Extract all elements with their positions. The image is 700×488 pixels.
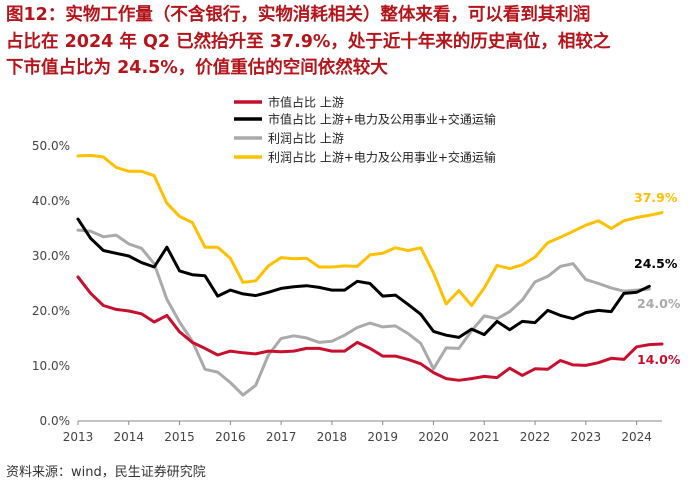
x-tick-label: 2013 <box>63 430 94 444</box>
chart-title-line-1: 图12：实物工作量（不含银行，实物消耗相关）整体来看，可以看到其利润 <box>6 5 591 25</box>
x-tick-label: 2014 <box>114 430 145 444</box>
series-line-black <box>76 217 651 339</box>
series-line-red <box>76 275 664 382</box>
end-label-black: 24.5% <box>634 256 678 271</box>
y-tick-label: 10.0% <box>32 359 70 373</box>
chart-title-line-2: 占比在 2024 年 Q2 已然抬升至 37.9%，处于近十年来的历史高位，相较… <box>6 32 611 52</box>
y-tick-label: 50.0% <box>32 139 70 153</box>
x-tick-label: 2021 <box>469 430 500 444</box>
y-tick-label: 30.0% <box>32 249 70 263</box>
legend-label: 利润占比 上游+电力及公用事业+交通运输 <box>268 150 496 165</box>
x-tick-label: 2019 <box>367 430 398 444</box>
end-label-red: 14.0% <box>637 352 681 367</box>
legend-label: 市值占比 上游 <box>268 95 344 110</box>
series-line-gray <box>76 228 651 397</box>
x-tick-label: 2020 <box>418 430 449 444</box>
chart-title-line-3: 下市值占比为 24.5%，价值重估的空间依然较大 <box>6 58 388 78</box>
source-note: 资料来源：wind，民生证券研究院 <box>6 465 206 480</box>
legend-label: 利润占比 上游 <box>268 131 344 146</box>
y-tick-label: 40.0% <box>32 194 70 208</box>
x-tick-label: 2017 <box>266 430 297 444</box>
end-label-gray: 24.0% <box>637 296 681 311</box>
y-tick-label: 20.0% <box>32 304 70 318</box>
x-tick-label: 2023 <box>571 430 602 444</box>
series-line-yellow <box>76 153 664 307</box>
x-tick-label: 2016 <box>215 430 246 444</box>
x-tick-label: 2015 <box>164 430 195 444</box>
end-label-yellow: 37.9% <box>634 190 678 205</box>
legend-label: 市值占比 上游+电力及公用事业+交通运输 <box>268 112 496 127</box>
y-tick-label: 0.0% <box>40 414 71 428</box>
x-tick-label: 2022 <box>520 430 551 444</box>
x-tick-label: 2018 <box>317 430 348 444</box>
x-tick-label: 2024 <box>621 430 652 444</box>
